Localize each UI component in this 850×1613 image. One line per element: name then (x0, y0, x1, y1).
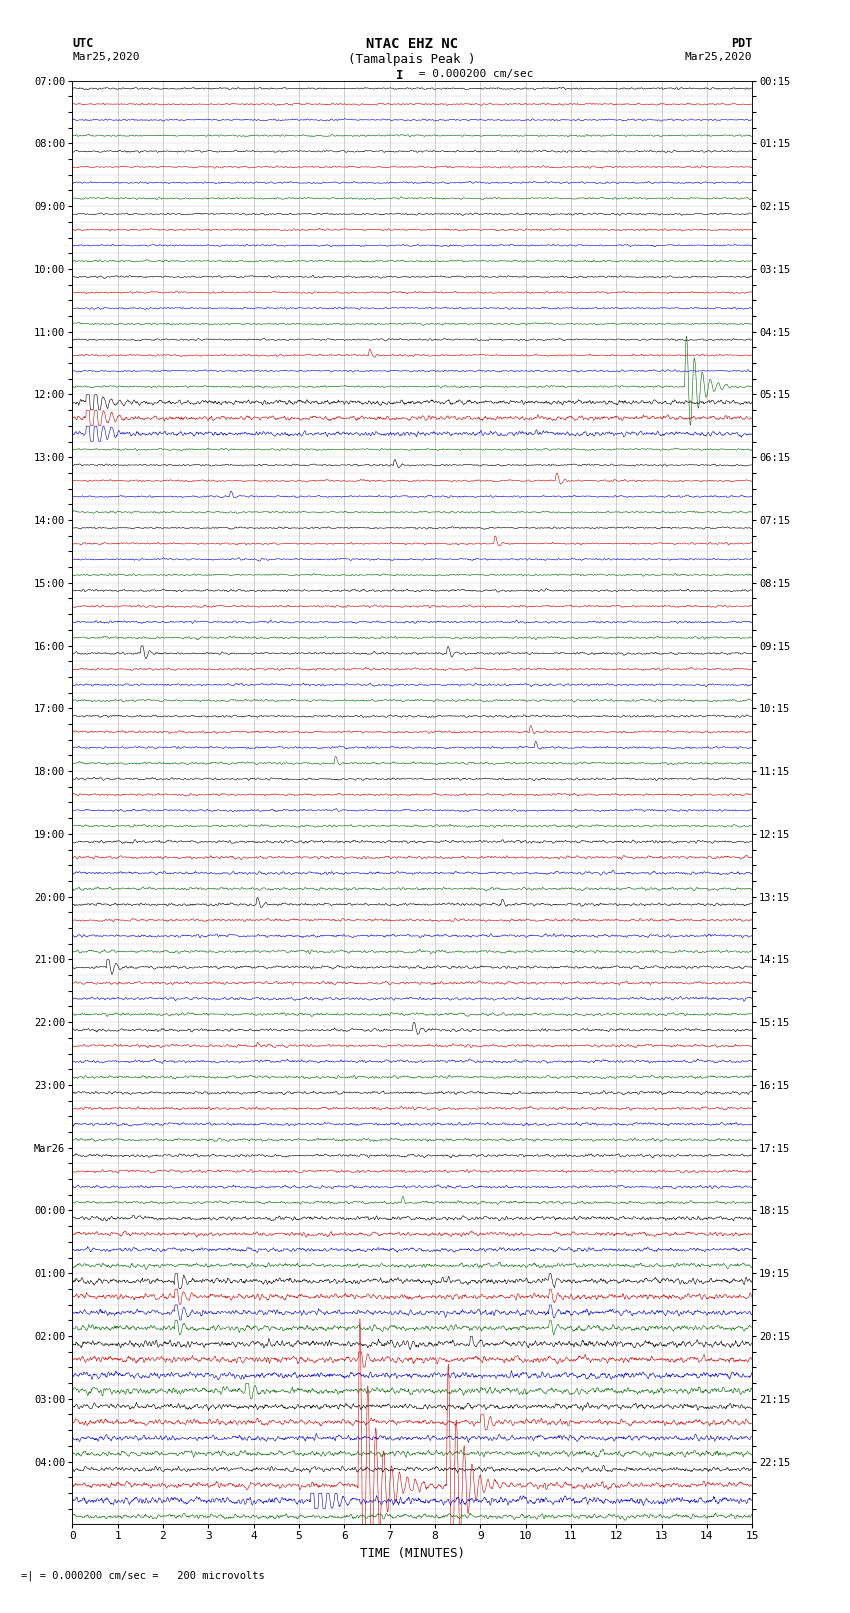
X-axis label: TIME (MINUTES): TIME (MINUTES) (360, 1547, 465, 1560)
Text: PDT: PDT (731, 37, 752, 50)
Text: NTAC EHZ NC: NTAC EHZ NC (366, 37, 458, 52)
Text: = 0.000200 cm/sec: = 0.000200 cm/sec (412, 69, 534, 79)
Text: I: I (396, 69, 404, 82)
Text: =| = 0.000200 cm/sec =   200 microvolts: =| = 0.000200 cm/sec = 200 microvolts (21, 1569, 265, 1581)
Text: Mar25,2020: Mar25,2020 (685, 52, 752, 61)
Text: Mar25,2020: Mar25,2020 (72, 52, 139, 61)
Text: (Tamalpais Peak ): (Tamalpais Peak ) (348, 53, 476, 66)
Text: UTC: UTC (72, 37, 94, 50)
